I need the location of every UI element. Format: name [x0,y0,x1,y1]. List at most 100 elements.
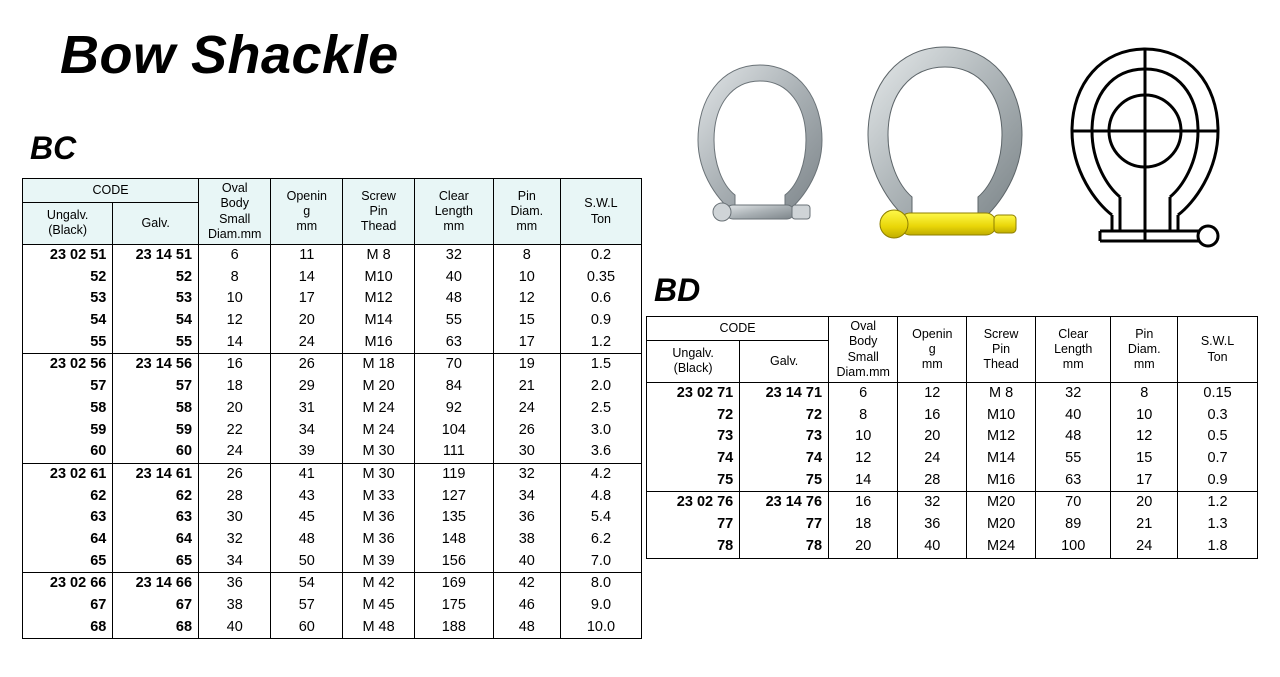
cell: 70 [1035,492,1110,514]
cell: M 20 [343,376,415,398]
cell: M20 [967,492,1036,514]
cell: 40 [898,536,967,558]
cell: M16 [967,470,1036,492]
cell: 188 [414,617,493,639]
cell: 5.4 [560,507,641,529]
cell: 55 [414,310,493,332]
cell: 6.2 [560,529,641,551]
col-oval: OvalBodySmallDiam.mm [199,179,271,245]
cell: 46 [493,595,560,617]
cell: 89 [1035,514,1110,536]
cell: 21 [493,376,560,398]
cell: 111 [414,441,493,463]
cell: 59 [113,420,199,442]
cell: 30 [493,441,560,463]
cell: 10 [493,267,560,289]
cell: 10 [829,426,898,448]
cell: 53 [113,288,199,310]
cell: 9.0 [560,595,641,617]
cell: 12 [898,383,967,405]
cell: 20 [271,310,343,332]
cell: 63 [414,332,493,354]
cell: 0.2 [560,245,641,267]
col-ungalv: Ungalv.(Black) [647,340,740,382]
cell: 26 [271,354,343,376]
cell: 32 [898,492,967,514]
col-oval: OvalBodySmallDiam.mm [829,317,898,383]
cell: 10.0 [560,617,641,639]
cell: 48 [271,529,343,551]
table-row: 59592234M 24104263.0 [23,420,642,442]
table-row: 23 02 7623 14 761632M2070201.2 [647,492,1258,514]
cell: M 39 [343,551,415,573]
cell: 36 [493,507,560,529]
cell: 12 [493,288,560,310]
cell: 34 [199,551,271,573]
cell: 20 [199,398,271,420]
cell: 55 [113,332,199,354]
cell: 24 [271,332,343,354]
cell: 127 [414,486,493,508]
cell: 22 [199,420,271,442]
cell: 2.5 [560,398,641,420]
cell: 57 [271,595,343,617]
cell: 1.8 [1178,536,1258,558]
cell: M12 [967,426,1036,448]
cell: 65 [113,551,199,573]
cell: 1.3 [1178,514,1258,536]
section-label-bc: BC [30,130,76,167]
product-image-row [680,30,1240,260]
cell: 28 [199,486,271,508]
cell: 60 [113,441,199,463]
cell: 32 [414,245,493,267]
col-screw: ScrewPinThead [967,317,1036,383]
cell: 16 [898,405,967,427]
col-pin: PinDiam.mm [1111,317,1178,383]
cell: 16 [199,354,271,376]
table-row: 23 02 5123 14 51611M 83280.2 [23,245,642,267]
cell: 28 [898,470,967,492]
cell: M 45 [343,595,415,617]
cell: 14 [199,332,271,354]
table-row: 62622843M 33127344.8 [23,486,642,508]
cell: 0.9 [1178,470,1258,492]
cell: 17 [493,332,560,354]
cell: 67 [23,595,113,617]
cell: 38 [199,595,271,617]
col-clear: ClearLengthmm [1035,317,1110,383]
col-galv: Galv. [113,202,199,244]
cell: 19 [493,354,560,376]
cell: 77 [647,514,740,536]
cell: 59 [23,420,113,442]
col-opening: Openingmm [898,317,967,383]
cell: 10 [199,288,271,310]
cell: 23 02 76 [647,492,740,514]
cell: 34 [271,420,343,442]
cell: 175 [414,595,493,617]
cell: 31 [271,398,343,420]
cell: 54 [113,310,199,332]
cell: 23 02 71 [647,383,740,405]
cell: 8 [199,267,271,289]
cell: 55 [1035,448,1110,470]
cell: 23 02 51 [23,245,113,267]
cell: M 24 [343,398,415,420]
cell: 52 [23,267,113,289]
cell: 7.0 [560,551,641,573]
col-opening: Openingmm [271,179,343,245]
cell: M16 [343,332,415,354]
cell: 62 [23,486,113,508]
table-row: 77771836M2089211.3 [647,514,1258,536]
cell: 57 [23,376,113,398]
cell: 1.5 [560,354,641,376]
cell: 15 [493,310,560,332]
cell: 17 [1111,470,1178,492]
col-swl: S.W.LTon [1178,317,1258,383]
cell: 34 [493,486,560,508]
cell: 64 [113,529,199,551]
cell: 30 [199,507,271,529]
cell: 23 02 56 [23,354,113,376]
table-row: 23 02 5623 14 561626M 1870191.5 [23,354,642,376]
cell: 3.0 [560,420,641,442]
cell: 20 [1111,492,1178,514]
